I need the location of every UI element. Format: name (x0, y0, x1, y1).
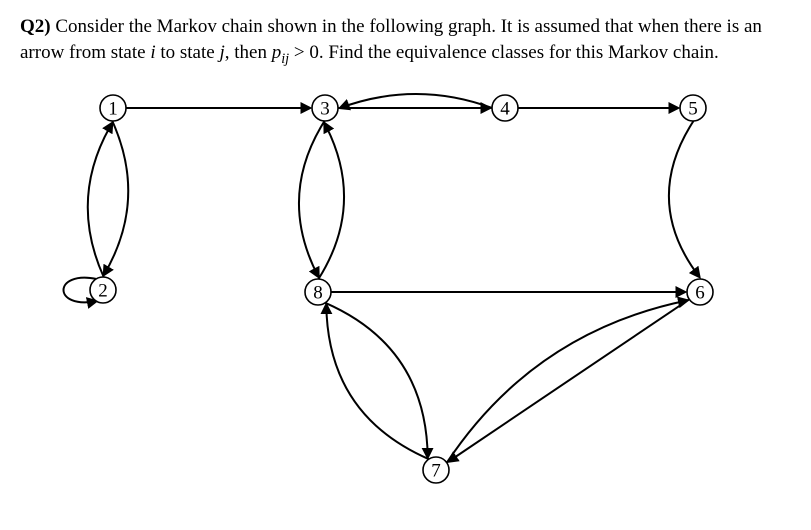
node-4: 4 (492, 95, 518, 121)
node-6: 6 (687, 279, 713, 305)
node-label-2: 2 (98, 281, 108, 302)
edge-8-7 (325, 303, 428, 458)
sub-ij: ij (281, 50, 289, 66)
question-mid1: to state (156, 42, 220, 63)
edge-1-2 (104, 121, 128, 275)
graph-svg: 1 2 3 4 5 6 7 8 (0, 70, 811, 530)
node-label-3: 3 (320, 99, 330, 120)
edge-5-6 (669, 121, 700, 277)
question-label: Q2) (20, 16, 51, 37)
question-text: Q2) Consider the Markov chain shown in t… (20, 14, 791, 69)
node-label-7: 7 (431, 461, 441, 482)
node-5: 5 (680, 95, 706, 121)
edge-3-8 (299, 121, 325, 277)
node-label-1: 1 (108, 99, 118, 120)
edge-6-7 (448, 299, 689, 461)
node-2: 2 (90, 277, 116, 303)
node-3: 3 (312, 95, 338, 121)
node-label-4: 4 (500, 99, 510, 120)
edge-7-8 (326, 305, 429, 460)
question-mid2: , then (225, 42, 272, 63)
node-7: 7 (423, 457, 449, 483)
edge-8-3 (318, 123, 344, 279)
node-1: 1 (100, 95, 126, 121)
markov-chain-graph: 1 2 3 4 5 6 7 8 (0, 70, 811, 530)
edge-2-1 (88, 123, 112, 277)
p-ij: p (272, 42, 282, 63)
edge-4-3 (340, 94, 492, 108)
node-label-6: 6 (695, 283, 705, 304)
node-label-5: 5 (688, 99, 698, 120)
node-label-8: 8 (313, 283, 323, 304)
node-8: 8 (305, 279, 331, 305)
question-mid3: > 0. Find the equivalence classes for th… (289, 42, 719, 63)
